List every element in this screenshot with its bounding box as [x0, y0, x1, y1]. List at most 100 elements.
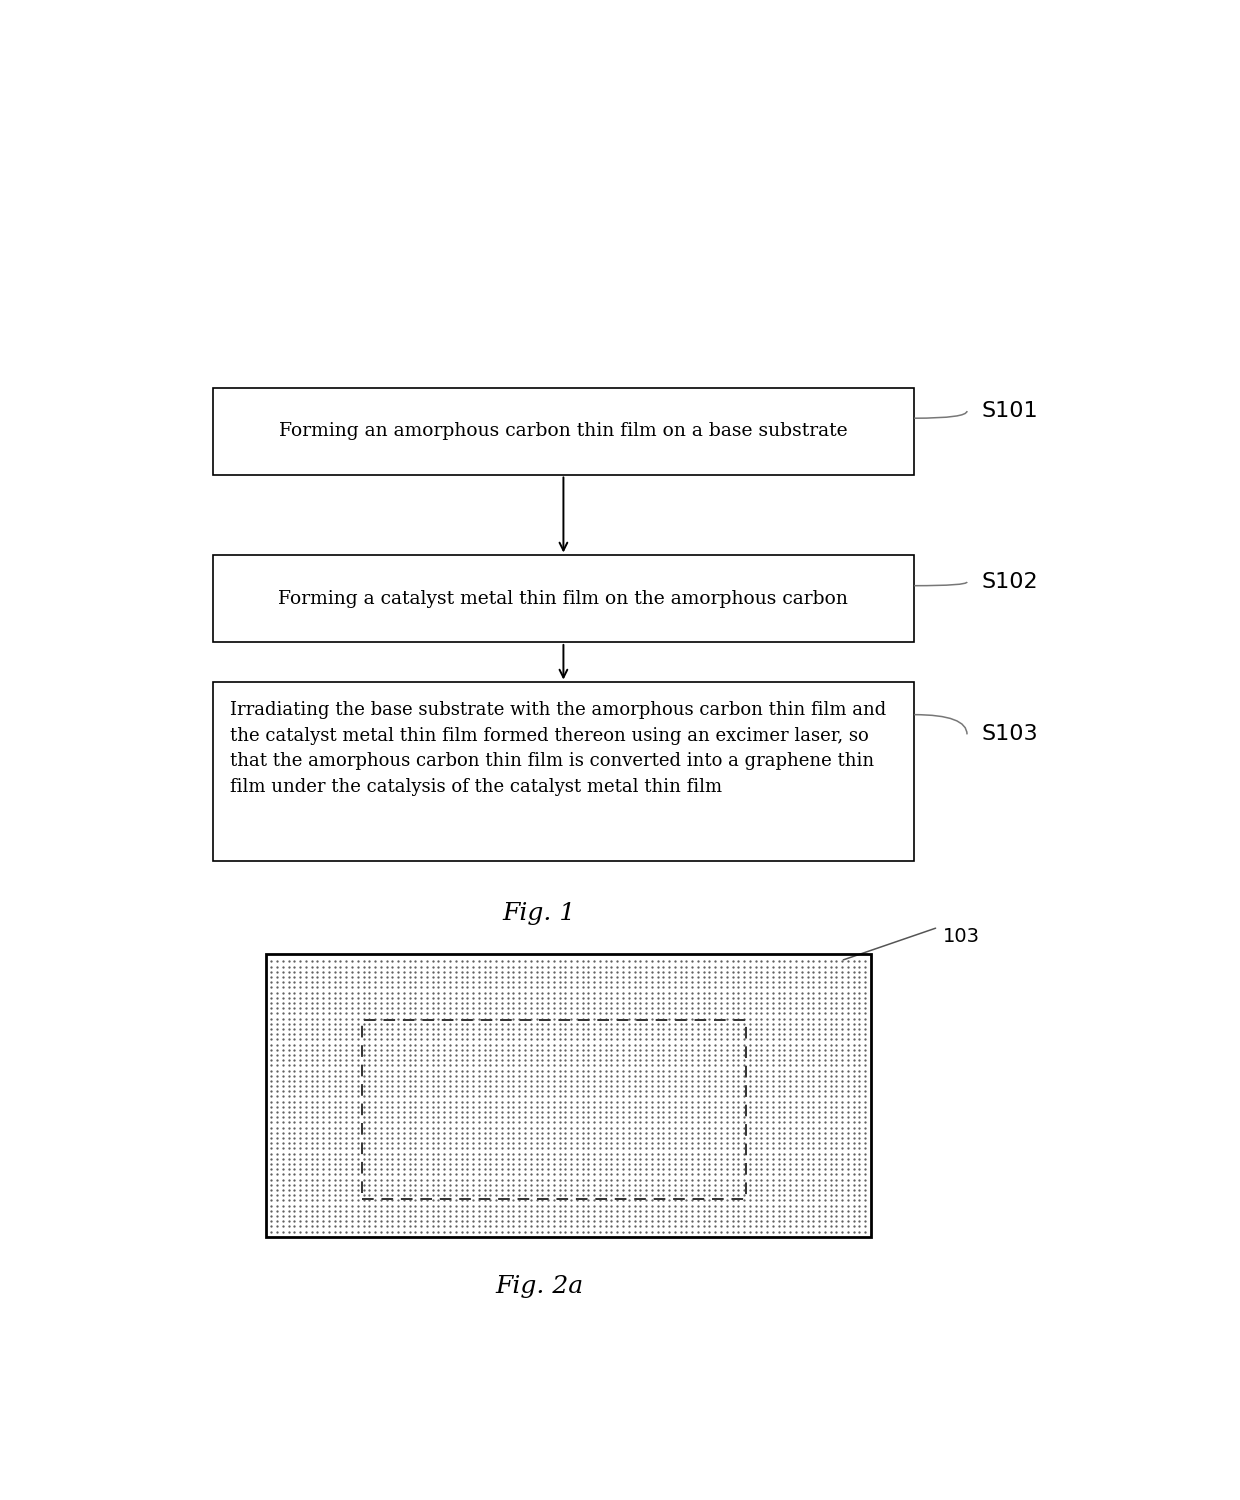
Point: [556, 1084, 575, 1108]
Point: [296, 1022, 316, 1046]
Point: [780, 1059, 800, 1083]
Point: [544, 1110, 564, 1134]
Point: [262, 960, 281, 984]
Point: [314, 1011, 334, 1035]
Point: [613, 1017, 632, 1041]
Point: [360, 1178, 379, 1202]
Point: [849, 1178, 869, 1202]
Point: [665, 1188, 684, 1212]
Point: [706, 1188, 725, 1212]
Point: [544, 1022, 564, 1046]
Point: [821, 1053, 841, 1077]
Point: [642, 950, 662, 974]
Point: [619, 1126, 639, 1150]
Point: [486, 1178, 506, 1202]
Point: [711, 1011, 730, 1035]
Point: [856, 1198, 875, 1222]
Point: [647, 1053, 667, 1077]
Point: [423, 996, 443, 1020]
Point: [567, 1053, 587, 1077]
Point: [412, 1064, 432, 1088]
Point: [849, 1017, 869, 1041]
Point: [538, 1074, 558, 1098]
Point: [804, 975, 823, 999]
Point: [532, 1116, 552, 1140]
Point: [758, 1162, 777, 1186]
Point: [365, 1173, 384, 1197]
Point: [740, 1022, 760, 1046]
Point: [792, 1120, 812, 1144]
Point: [723, 1173, 743, 1197]
Point: [503, 1215, 523, 1239]
Point: [423, 1116, 443, 1140]
Point: [405, 964, 425, 988]
Point: [797, 1194, 817, 1218]
Point: [797, 1106, 817, 1130]
Point: [763, 986, 782, 1010]
Point: [308, 964, 327, 988]
Point: [492, 1084, 512, 1108]
Point: [405, 954, 425, 978]
Point: [458, 975, 477, 999]
Point: [769, 1162, 789, 1186]
Point: [429, 1116, 449, 1140]
Point: [856, 1042, 875, 1066]
Point: [538, 1162, 558, 1186]
Point: [579, 1074, 599, 1098]
Point: [469, 1184, 489, 1208]
Point: [412, 1148, 432, 1172]
Point: [682, 1198, 702, 1222]
Point: [608, 975, 627, 999]
Point: [510, 1142, 529, 1166]
Point: [544, 1011, 564, 1035]
Point: [365, 1048, 384, 1072]
Point: [821, 1142, 841, 1166]
Point: [273, 960, 293, 984]
Point: [856, 1220, 875, 1244]
Point: [325, 992, 345, 1016]
Point: [711, 1167, 730, 1191]
Point: [532, 1194, 552, 1218]
Point: [832, 1204, 852, 1228]
Point: [469, 1106, 489, 1130]
Point: [821, 1131, 841, 1155]
Point: [769, 950, 789, 974]
Point: [786, 1120, 806, 1144]
Point: [284, 1011, 304, 1035]
Point: [706, 1048, 725, 1072]
Point: [399, 1022, 419, 1046]
Point: [273, 1152, 293, 1176]
Point: [590, 992, 610, 1016]
Point: [308, 1120, 327, 1144]
Point: [549, 1173, 569, 1197]
Point: [412, 1032, 432, 1056]
Point: [429, 1074, 449, 1098]
Point: [780, 1017, 800, 1041]
Point: [792, 1002, 812, 1026]
Point: [843, 1048, 863, 1072]
Point: [290, 1131, 310, 1155]
Point: [567, 954, 587, 978]
Point: [843, 1120, 863, 1144]
Point: [780, 1204, 800, 1228]
Point: [394, 1059, 414, 1083]
Point: [429, 992, 449, 1016]
Point: [458, 1167, 477, 1191]
Point: [601, 960, 621, 984]
Point: [815, 1148, 835, 1172]
Point: [660, 1110, 680, 1134]
Point: [296, 1110, 316, 1134]
Point: [503, 1048, 523, 1072]
Point: [348, 1038, 368, 1062]
Point: [815, 986, 835, 1010]
Point: [728, 1089, 748, 1113]
Point: [458, 986, 477, 1010]
Point: [446, 1038, 466, 1062]
Point: [290, 1064, 310, 1088]
Point: [296, 1188, 316, 1212]
Point: [630, 1184, 650, 1208]
Point: [677, 975, 697, 999]
Point: [699, 1131, 719, 1155]
Point: [394, 954, 414, 978]
Point: [826, 981, 846, 1005]
